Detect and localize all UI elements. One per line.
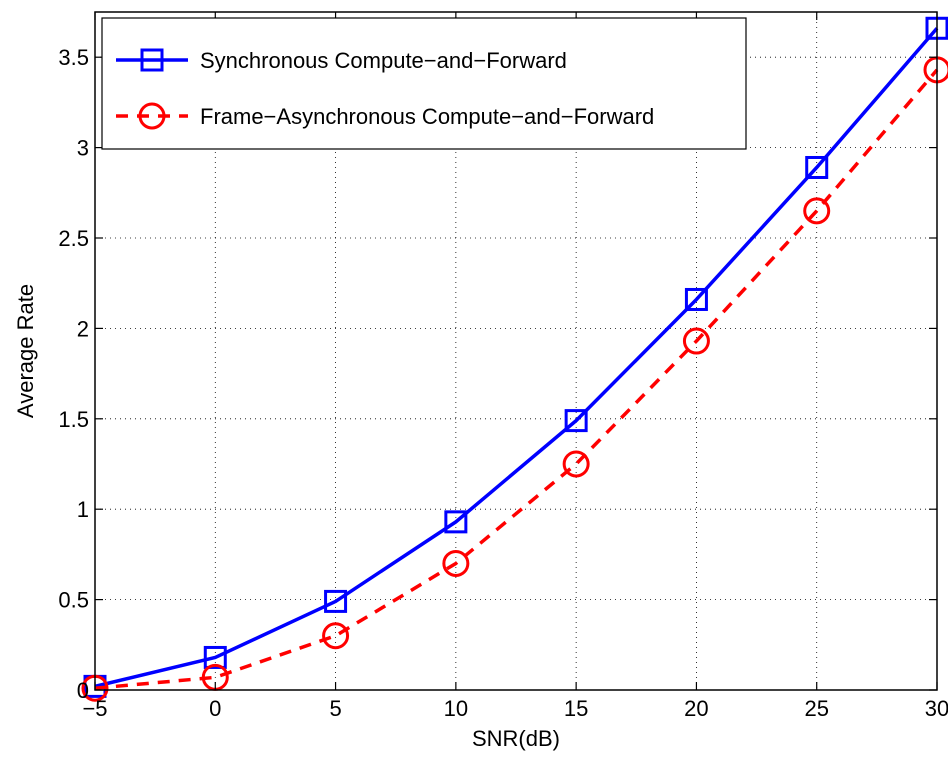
data-point (562, 450, 590, 478)
data-point (322, 622, 350, 650)
data-point (564, 409, 588, 433)
legend-marker (140, 48, 164, 72)
plot-frame (94, 11, 938, 691)
y-tick-label: 2 (77, 316, 89, 341)
data-point (442, 549, 470, 577)
series-line (94, 68, 939, 690)
data-point (682, 327, 710, 355)
x-tick-label: 25 (804, 696, 828, 721)
y-tick-label: 2.5 (58, 226, 89, 251)
data-point (444, 510, 468, 534)
data-point (684, 287, 708, 311)
legend-label: Frame−Asynchronous Compute−and−Forward (200, 104, 654, 129)
y-tick-label: 3.5 (58, 45, 89, 70)
legend-box (101, 17, 747, 150)
data-point (203, 645, 227, 669)
legend-entry: Synchronous Compute−and−Forward (116, 48, 567, 73)
legend-label: Synchronous Compute−and−Forward (200, 48, 567, 73)
x-tick-label: 0 (209, 696, 221, 721)
data-point (324, 589, 348, 613)
data-point (803, 197, 831, 225)
legend-entry: Frame−Asynchronous Compute−and−Forward (116, 102, 654, 130)
y-tick-label: 1.5 (58, 407, 89, 432)
y-tick-label: 0.5 (58, 588, 89, 613)
x-axis-title: SNR(dB) (472, 726, 560, 751)
x-tick-label: 10 (444, 696, 468, 721)
series-line (94, 27, 939, 689)
x-tick-label: 15 (564, 696, 588, 721)
data-point (805, 155, 829, 179)
x-tick-label: 30 (925, 696, 948, 721)
y-tick-label: 3 (77, 136, 89, 161)
y-tick-label: 1 (77, 497, 89, 522)
y-axis-title: Average Rate (13, 284, 38, 418)
legend-marker (138, 102, 166, 130)
x-tick-label: 20 (684, 696, 708, 721)
x-tick-label: 5 (329, 696, 341, 721)
legend: Synchronous Compute−and−Forward Frame−Asy… (101, 17, 747, 150)
x-tick-label: −5 (82, 696, 107, 721)
y-tick-label: 0 (77, 678, 89, 703)
